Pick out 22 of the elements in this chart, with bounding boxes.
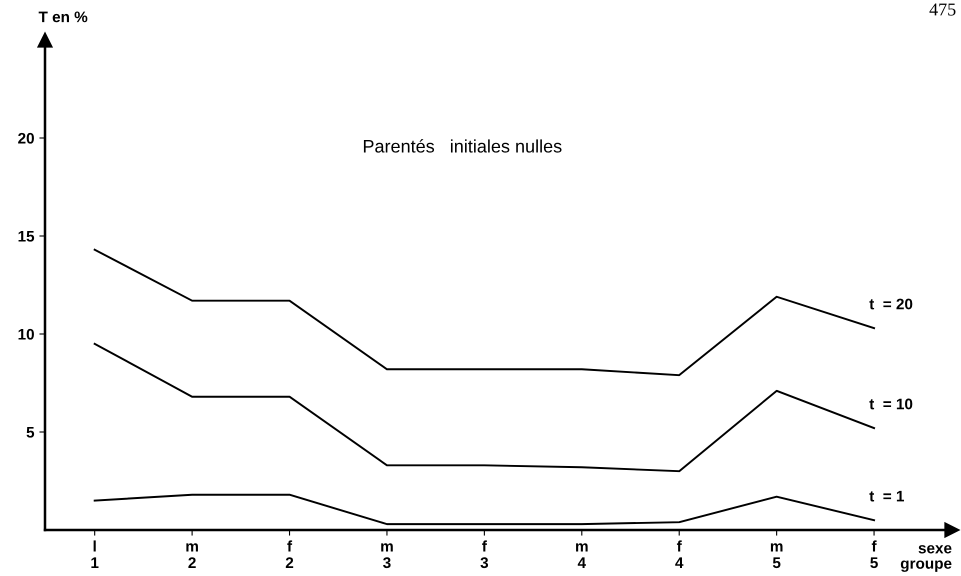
line-series	[94, 342, 876, 472]
x-tick-label: m 3	[381, 543, 393, 568]
y-tick-label: 20	[18, 132, 34, 144]
text: Parentés initiales nulles	[364, 139, 562, 153]
x-tick-label: l 1	[91, 540, 99, 568]
y-tick-label: 5	[26, 427, 34, 438]
y-tick-label: 15	[18, 231, 34, 242]
x-tick-label: m 4	[576, 543, 588, 568]
x-axis-title: sexe groupe	[900, 545, 952, 572]
x-tick-label: f 5	[870, 540, 878, 568]
x-tick-label: f 3	[480, 540, 488, 568]
series-label: t = 20	[869, 298, 912, 310]
y-tick-label: 10	[18, 328, 34, 340]
series-label: t = 10	[869, 398, 912, 410]
series-label: t = 1	[869, 490, 904, 502]
x-tick-label: m 5	[770, 543, 782, 568]
x-tick-label: m 2	[186, 543, 198, 568]
text: 475	[929, 4, 956, 16]
x-tick-label: f 2	[286, 540, 294, 568]
y-axis-title: T en %	[38, 12, 88, 22]
line-series	[94, 248, 876, 376]
x-tick-label: f 4	[675, 540, 684, 568]
